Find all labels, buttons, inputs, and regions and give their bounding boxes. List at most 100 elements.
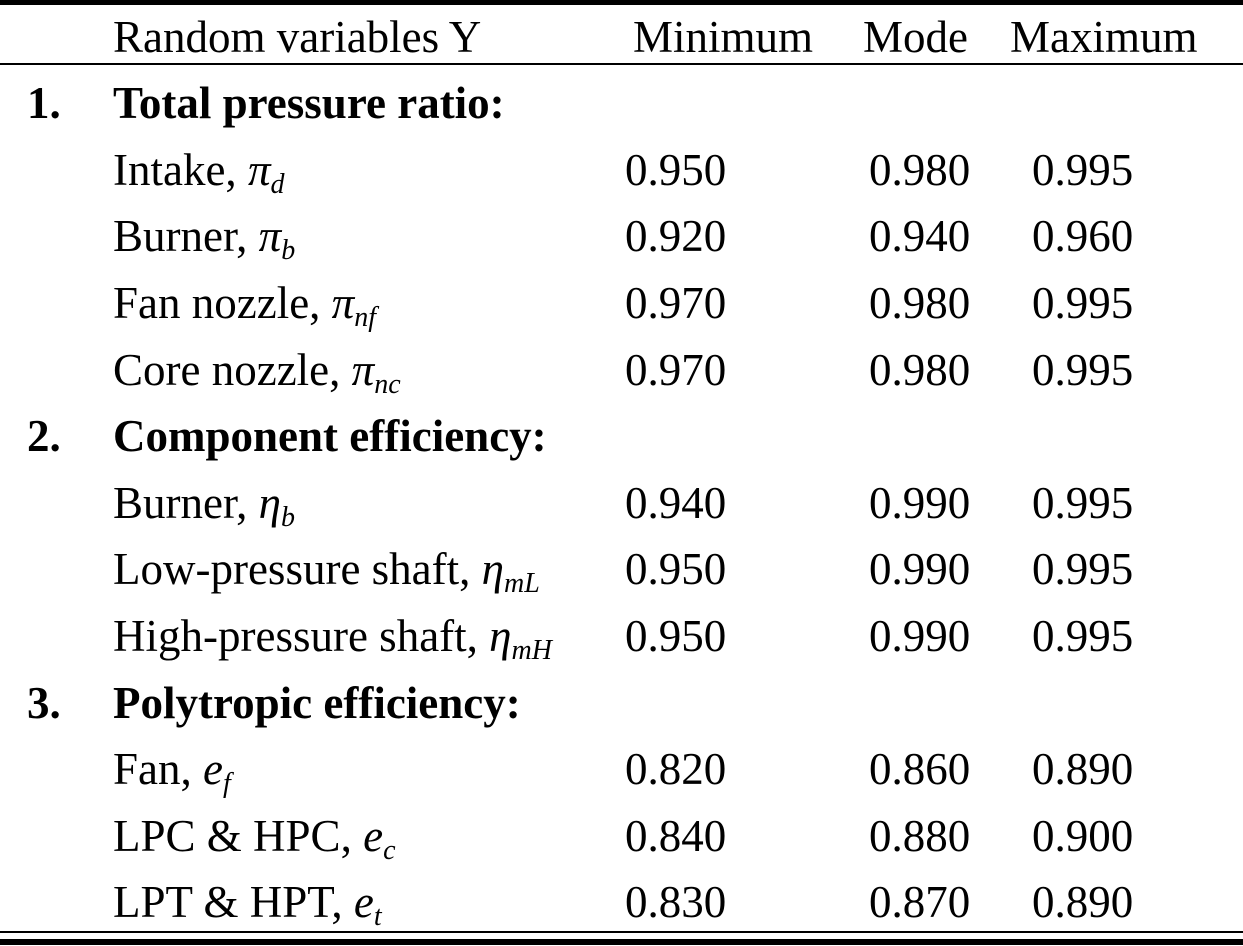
max-value: 0.890 <box>1032 744 1134 795</box>
symbol-subscript: f <box>222 768 231 800</box>
table-header-row: Random variables Y Minimum Mode Maximum <box>0 5 1243 63</box>
max-value: 0.890 <box>1032 877 1134 928</box>
variable-label: Fan nozzle, πnf <box>113 277 625 332</box>
min-value: 0.970 <box>625 344 727 395</box>
min-value: 0.830 <box>625 877 727 928</box>
mode-value: 0.980 <box>869 344 971 395</box>
variable-name: Low-pressure shaft, <box>113 544 482 595</box>
column-header-maximum: Maximum <box>1010 12 1198 62</box>
mode-value: 0.980 <box>869 278 971 329</box>
header-divider-rule <box>0 63 1243 65</box>
variable-label: Core nozzle, πnc <box>113 344 625 399</box>
variable-row: Low-pressure shaft, ηmL 0.950 0.990 0.995 <box>0 531 1243 598</box>
mode-value: 0.870 <box>869 877 971 928</box>
symbol-subscript: b <box>281 235 296 267</box>
variable-label: Fan, ef <box>113 743 625 798</box>
min-value: 0.840 <box>625 810 727 861</box>
max-value: 0.960 <box>1032 211 1134 262</box>
symbol-subscript: b <box>281 501 295 533</box>
variable-name: Burner, <box>113 477 259 528</box>
variable-symbol: π <box>247 144 271 195</box>
section-title: Component efficiency: <box>113 411 547 462</box>
table-body: 1. Total pressure ratio: Intake, πd 0.950 0.… <box>0 65 1243 931</box>
variable-symbol: e <box>353 877 374 928</box>
variable-label: Intake, πd <box>113 144 625 199</box>
variable-symbol: η <box>258 477 281 528</box>
mode-value: 0.990 <box>869 611 971 662</box>
section-title: Total pressure ratio: <box>113 78 505 129</box>
column-header-random-variables: Random variables Y <box>113 12 482 62</box>
min-value: 0.940 <box>625 477 727 528</box>
variable-row: Core nozzle, πnc 0.970 0.980 0.995 <box>0 331 1243 399</box>
variable-symbol: π <box>351 344 375 395</box>
table-bottom-thick-rule <box>0 938 1243 945</box>
variable-row: Fan nozzle, πnf 0.970 0.980 0.995 <box>0 265 1243 332</box>
min-value: 0.970 <box>625 278 727 329</box>
variable-name: Intake, <box>113 144 248 195</box>
variable-symbol: π <box>331 278 355 329</box>
table-bottom-thin-rule <box>0 930 1243 933</box>
variable-name: LPT & HPT, <box>113 877 354 928</box>
variable-name: High-pressure shaft, <box>113 611 490 662</box>
min-value: 0.950 <box>625 611 727 662</box>
mode-value: 0.990 <box>869 477 971 528</box>
variable-name: Fan, <box>113 744 203 795</box>
variable-label: LPT & HPT, et <box>113 876 625 931</box>
variable-name: LPC & HPC, <box>113 810 364 861</box>
variable-symbol: e <box>203 744 223 795</box>
variable-row: Burner, ηb 0.940 0.990 0.995 <box>0 465 1243 532</box>
max-value: 0.995 <box>1032 544 1134 595</box>
variable-label: LPC & HPC, ec <box>113 810 625 865</box>
max-value: 0.995 <box>1032 611 1134 662</box>
section-row: 2. Component efficiency: <box>0 398 1243 465</box>
variable-symbol: π <box>258 211 282 262</box>
mode-value: 0.860 <box>869 744 971 795</box>
min-value: 0.820 <box>625 744 727 795</box>
variable-row: Intake, πd 0.950 0.980 0.995 <box>0 132 1243 199</box>
variable-row: Burner, πb 0.920 0.940 0.960 <box>0 198 1243 265</box>
variable-name: Burner, <box>113 211 259 262</box>
symbol-subscript: mH <box>511 635 552 667</box>
section-title: Polytropic efficiency: <box>113 677 521 728</box>
column-header-minimum: Minimum <box>633 12 814 62</box>
mode-value: 0.990 <box>869 544 971 595</box>
variable-label: Burner, ηb <box>113 477 625 532</box>
section-index: 2. <box>27 411 61 462</box>
symbol-subscript: nc <box>374 368 401 400</box>
max-value: 0.995 <box>1032 144 1134 195</box>
max-value: 0.995 <box>1032 344 1134 395</box>
variable-label: High-pressure shaft, ηmH <box>113 610 625 665</box>
variable-symbol: e <box>363 810 384 861</box>
variable-name: Fan nozzle, <box>113 278 332 329</box>
column-header-mode: Mode <box>863 12 968 62</box>
symbol-subscript: c <box>383 834 396 866</box>
table-top-rule <box>0 0 1243 5</box>
max-value: 0.900 <box>1032 810 1134 861</box>
variable-row: LPC & HPC, ec 0.840 0.880 0.900 <box>0 798 1243 865</box>
min-value: 0.950 <box>625 544 727 595</box>
section-row: 1. Total pressure ratio: <box>0 65 1243 132</box>
symbol-subscript: t <box>373 901 382 933</box>
symbol-subscript: nf <box>354 302 376 334</box>
mode-value: 0.940 <box>869 211 971 262</box>
section-index: 3. <box>27 677 61 728</box>
section-row: 3. Polytropic efficiency: <box>0 664 1243 731</box>
max-value: 0.995 <box>1032 477 1134 528</box>
variable-row: High-pressure shaft, ηmH 0.950 0.990 0.995 <box>0 598 1243 665</box>
variable-name: Core nozzle, <box>113 344 352 395</box>
symbol-subscript: mL <box>503 568 540 600</box>
variable-row: Fan, ef 0.820 0.860 0.890 <box>0 731 1243 798</box>
section-index: 1. <box>27 78 61 129</box>
variable-row: LPT & HPT, et 0.830 0.870 0.890 <box>0 864 1243 931</box>
mode-value: 0.880 <box>869 810 971 861</box>
variable-symbol: η <box>481 544 504 595</box>
min-value: 0.950 <box>625 144 727 195</box>
min-value: 0.920 <box>625 211 727 262</box>
max-value: 0.995 <box>1032 278 1134 329</box>
variable-label: Burner, πb <box>113 210 625 265</box>
variable-label: Low-pressure shaft, ηmL <box>113 543 625 598</box>
mode-value: 0.980 <box>869 144 971 195</box>
variable-symbol: η <box>489 611 512 662</box>
symbol-subscript: d <box>270 168 285 200</box>
